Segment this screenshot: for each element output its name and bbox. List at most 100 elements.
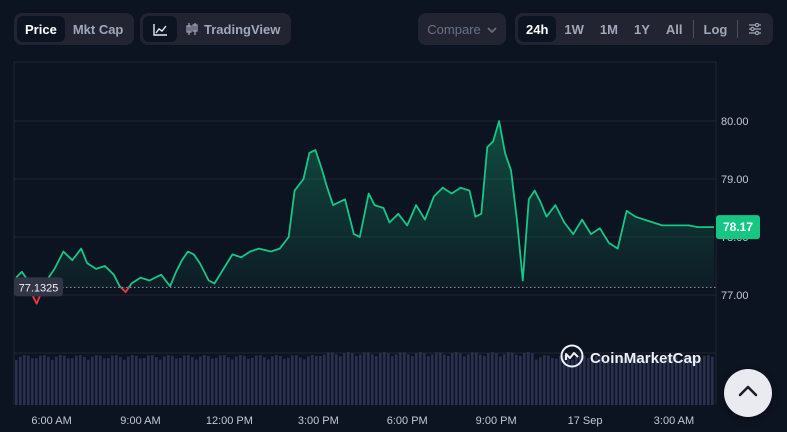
range-1m-button[interactable]: 1M — [599, 21, 618, 37]
volume-bar — [459, 353, 462, 405]
coinmarketcap-watermark: CoinMarketCap — [560, 344, 701, 373]
volume-bar — [175, 358, 178, 405]
x-tick-label: 9:00 PM — [476, 415, 517, 427]
volume-bar — [243, 355, 246, 405]
volume-bar — [571, 359, 574, 405]
volume-bar — [499, 356, 502, 405]
volume-bar — [547, 355, 550, 405]
volume-bar — [567, 356, 570, 405]
price-view-button[interactable]: Price — [17, 16, 65, 42]
range-1w-button[interactable]: 1W — [564, 21, 584, 37]
toolbar-divider — [737, 20, 739, 38]
volume-bar — [259, 355, 262, 405]
volume-bar — [635, 355, 638, 405]
volume-bar — [91, 356, 94, 405]
volume-bar — [139, 358, 142, 405]
volume-bar — [615, 355, 618, 405]
volume-bar — [59, 355, 62, 405]
volume-bar — [151, 355, 154, 405]
volume-bar — [591, 358, 594, 405]
volume-bar — [327, 352, 330, 405]
volume-bar — [475, 352, 478, 405]
volume-bar — [403, 352, 406, 405]
price-badges: 77.1325 78.17 — [14, 215, 760, 297]
line-chart-icon — [152, 23, 168, 36]
volume-bar — [163, 356, 166, 405]
volume-bar — [267, 359, 270, 405]
volume-bar — [595, 355, 598, 405]
volume-bar — [171, 355, 174, 405]
volume-bars — [15, 352, 714, 405]
volume-bar — [95, 355, 98, 405]
volume-bar — [67, 358, 70, 405]
volume-bar — [363, 352, 366, 405]
volume-bar — [311, 355, 314, 405]
chart-settings-button[interactable] — [740, 16, 770, 42]
volume-bar — [179, 357, 182, 405]
volume-bar — [583, 355, 586, 405]
volume-bar — [655, 355, 658, 405]
volume-bar — [463, 356, 466, 405]
volume-bar — [247, 358, 250, 405]
volume-bar — [479, 354, 482, 405]
volume-bar — [431, 354, 434, 405]
watermark-text: CoinMarketCap — [590, 350, 702, 367]
range-1y-button[interactable]: 1Y — [633, 21, 650, 37]
volume-bar — [439, 352, 442, 405]
log-scale-button[interactable]: Log — [703, 21, 728, 37]
volume-bar — [103, 358, 106, 405]
line-chart-button[interactable] — [143, 16, 177, 42]
volume-bar — [39, 355, 42, 405]
x-axis: 6:00 AM 9:00 AM 12:00 PM 3:00 PM 6:00 PM 9:00… — [31, 415, 694, 427]
volume-bar — [115, 355, 118, 405]
volume-bar — [575, 357, 578, 405]
x-tick-label: 6:00 PM — [387, 415, 428, 427]
volume-bar — [31, 358, 34, 405]
volume-bar — [699, 358, 702, 405]
reference-price-label: 77.1325 — [19, 282, 59, 294]
current-price-badge — [716, 215, 760, 240]
volume-bar — [75, 355, 78, 405]
volume-bar — [71, 358, 74, 405]
volume-bar — [651, 355, 654, 405]
volume-bar — [347, 352, 350, 405]
volume-bar — [387, 353, 390, 405]
y-tick-label: 79.00 — [721, 174, 749, 186]
volume-bar — [467, 354, 470, 405]
volume-bar — [319, 355, 322, 405]
market-cap-view-button[interactable]: Mkt Cap — [72, 21, 124, 37]
time-range-selector: 24h 1W 1M 1Y All Log — [515, 13, 774, 45]
scroll-to-top-button[interactable] — [724, 369, 772, 417]
volume-bar — [599, 355, 602, 405]
volume-bar — [147, 355, 150, 405]
volume-bar — [307, 356, 310, 405]
volume-bar — [543, 355, 546, 405]
volume-bar — [299, 357, 302, 405]
coinmarketcap-logo-icon — [560, 344, 584, 373]
volume-bar — [559, 355, 562, 405]
x-tick-label: 12:00 PM — [206, 415, 253, 427]
volume-bar — [367, 352, 370, 405]
volume-bar — [563, 355, 566, 405]
volume-bar — [183, 355, 186, 405]
volume-bar — [287, 357, 290, 405]
volume-bar — [663, 358, 666, 405]
volume-bar — [127, 356, 130, 405]
tradingview-button[interactable]: TradingView — [177, 16, 288, 42]
volume-bar — [123, 359, 126, 405]
range-all-button[interactable]: All — [665, 21, 683, 37]
volume-bar — [331, 352, 334, 405]
compare-dropdown[interactable]: Compare — [418, 13, 506, 45]
volume-bar — [519, 355, 522, 405]
chevron-up-icon — [738, 384, 758, 402]
volume-bar — [219, 355, 222, 405]
volume-bar — [503, 354, 506, 405]
volume-bar — [383, 352, 386, 405]
volume-bar — [643, 359, 646, 405]
volume-bar — [51, 359, 54, 405]
volume-bar — [315, 356, 318, 405]
range-24h-button[interactable]: 24h — [518, 16, 557, 42]
volume-bar — [507, 352, 510, 405]
